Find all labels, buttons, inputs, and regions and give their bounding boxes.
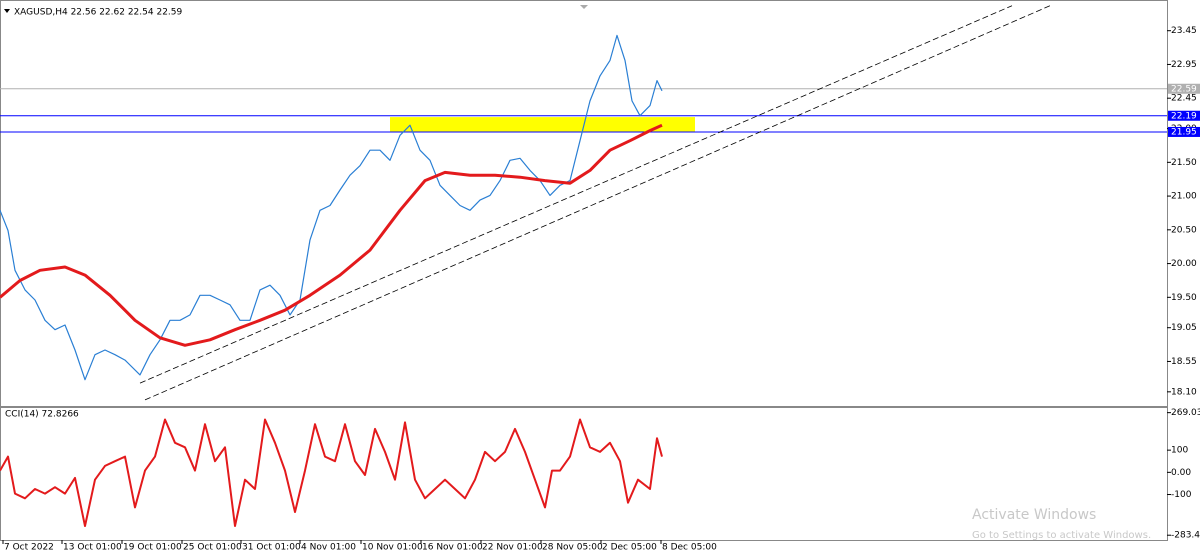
level-label: 22.59 (1171, 84, 1197, 94)
watermark-title: Activate Windows (972, 507, 1096, 523)
y-tick-label: 22.95 (1171, 60, 1197, 70)
y-tick-label: -283.400 (1171, 531, 1200, 541)
x-tick-label: 4 Nov 01:00 (301, 543, 356, 553)
y-tick-label: -100 (1171, 490, 1192, 500)
x-tick-label: 19 Oct 01:00 (123, 543, 182, 553)
y-tick-label: 19.50 (1171, 293, 1197, 303)
x-tick-label: 2 Dec 05:00 (602, 543, 657, 553)
y-tick-label: 20.50 (1171, 225, 1197, 235)
x-tick-label: 25 Oct 01:00 (183, 543, 242, 553)
level-label: 22.19 (1171, 111, 1197, 121)
y-tick-label: 20.00 (1171, 259, 1197, 269)
y-tick-label: 21.00 (1171, 192, 1197, 202)
y-tick-label: 18.10 (1171, 387, 1197, 397)
level-label-box (1168, 110, 1200, 121)
x-tick-label: 10 Nov 01:00 (362, 543, 423, 553)
y-tick-label: 269.037 (1171, 408, 1200, 418)
level-label: 21.95 (1171, 127, 1197, 137)
watermark-subtitle: Go to Settings to activate Windows. (972, 530, 1151, 541)
support-zone (390, 117, 695, 132)
chart-title: XAGUSD,H4 22.56 22.62 22.54 22.59 (14, 8, 183, 18)
indicator-title: CCI(14) 72.8266 (5, 410, 79, 420)
y-tick-label: 18.55 (1171, 357, 1197, 367)
x-tick-label: 13 Oct 01:00 (63, 543, 122, 553)
shift-marker (580, 5, 588, 9)
x-tick-label: 8 Dec 05:00 (662, 543, 717, 553)
cci-panel-frame (0, 407, 1168, 541)
y-tick-label: 22.45 (1171, 94, 1197, 104)
price-panel-frame (0, 0, 1168, 407)
trend-line (139, 5, 1013, 384)
y-tick-label: 21.50 (1171, 158, 1197, 168)
series-line (0, 418, 663, 527)
series-line (0, 123, 663, 347)
x-tick-label: 28 Nov 05:00 (542, 543, 603, 553)
x-tick-label: 7 Oct 2022 (4, 543, 54, 553)
x-tick-label: 31 Oct 01:00 (242, 543, 301, 553)
x-tick-label: 22 Nov 01:00 (482, 543, 543, 553)
y-tick-label: 19.05 (1171, 323, 1197, 333)
y-tick-label: 23.45 (1171, 26, 1197, 36)
y-tick-label: 0.00 (1171, 468, 1191, 478)
level-label-box (1168, 83, 1200, 94)
x-tick-label: 16 Nov 01:00 (422, 543, 483, 553)
y-tick-label: 100 (1171, 446, 1188, 456)
level-label-box (1168, 126, 1200, 137)
menu-arrow (4, 9, 10, 13)
trend-line (144, 5, 1051, 401)
